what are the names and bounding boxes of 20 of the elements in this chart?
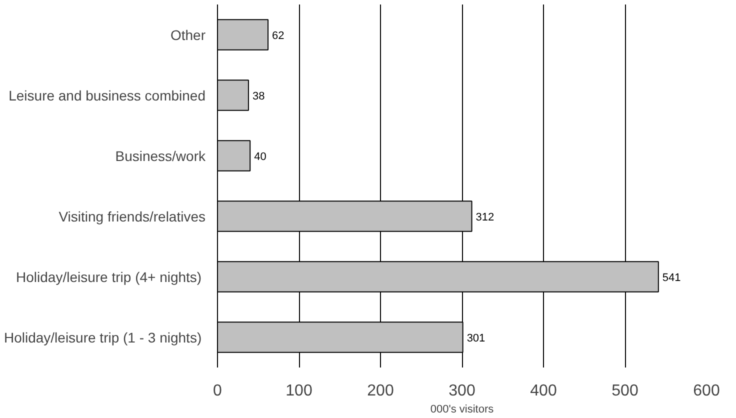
data-label: 301 bbox=[466, 332, 486, 344]
y-tick-label: Holiday/leisure trip (4+ nights) bbox=[16, 268, 202, 285]
x-tick-label: 600 bbox=[693, 382, 720, 400]
x-tick-label: 300 bbox=[448, 382, 476, 400]
y-tick-label: Visiting friends/relatives bbox=[58, 208, 206, 224]
y-tick-label: Business/work bbox=[115, 148, 206, 164]
x-axis-title: 000's visitors bbox=[430, 404, 494, 416]
y-tick-label: Holiday/leisure trip (1 - 3 nights) bbox=[4, 329, 202, 346]
y-tick-label: Other bbox=[170, 26, 206, 43]
data-label: 541 bbox=[662, 272, 681, 284]
x-tick-label: 100 bbox=[286, 382, 312, 400]
data-label: 38 bbox=[252, 90, 265, 102]
x-tick-label: 200 bbox=[367, 382, 394, 400]
x-tick-label: 0 bbox=[213, 382, 222, 400]
data-label: 62 bbox=[272, 30, 284, 42]
data-label: 40 bbox=[254, 150, 266, 163]
data-label: 312 bbox=[476, 211, 494, 224]
x-tick-label: 500 bbox=[612, 382, 638, 400]
y-tick-label: Leisure and business combined bbox=[8, 87, 206, 104]
x-tick-label: 400 bbox=[530, 382, 557, 400]
